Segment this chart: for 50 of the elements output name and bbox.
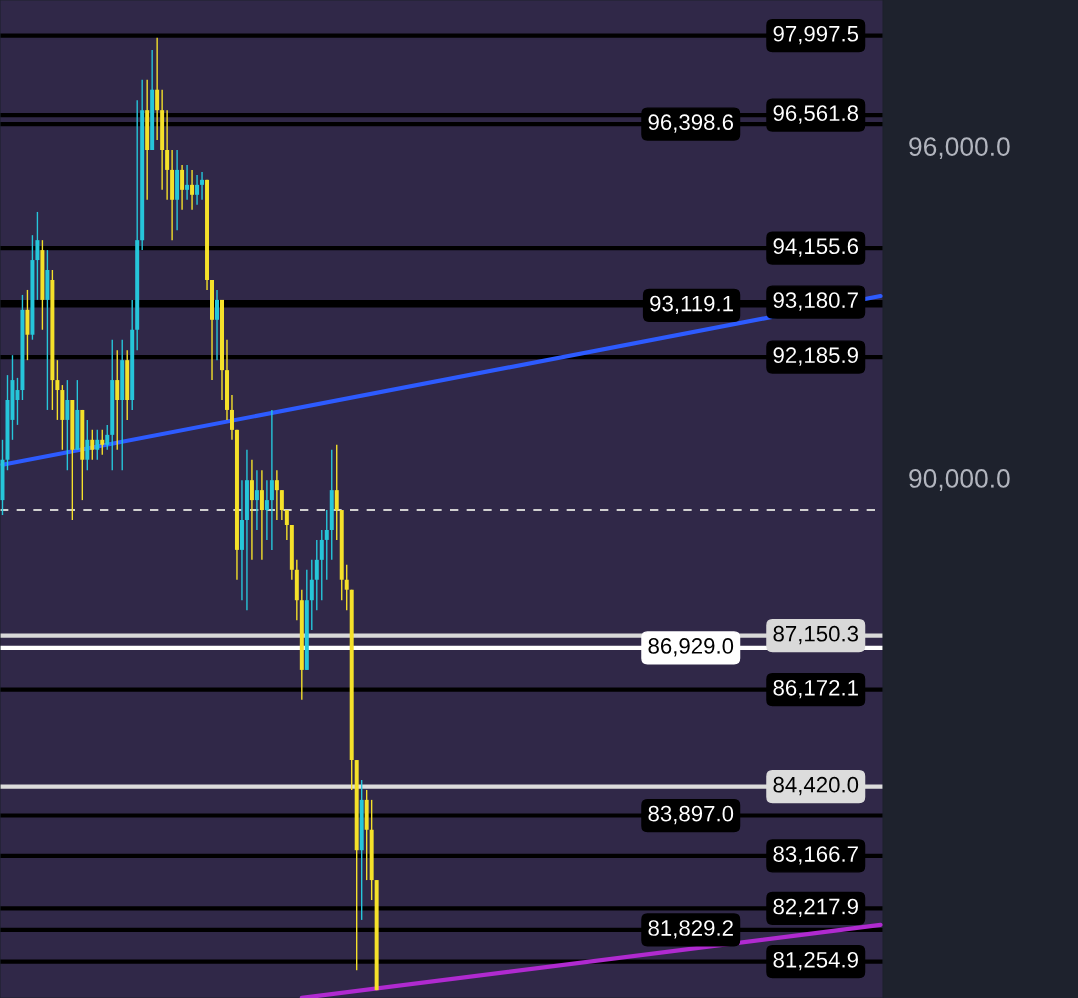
ref-line-label: 84,420.0 [773,776,859,796]
ref-line-label: 81,829.2 [648,920,733,939]
ref-line-label: 83,166.7 [773,846,858,865]
ref-line-label: 92,185.9 [773,347,858,366]
candlestick [165,109,170,201]
candlestick [100,429,105,456]
candlestick [279,489,284,521]
candlestick [55,359,60,421]
candlestick [35,211,40,301]
candlestick [215,289,219,361]
ref-line-label: 82,217.9 [773,898,858,917]
candlestick [180,164,185,211]
ref-line-label: 96,561.8 [773,105,859,124]
candlestick [200,171,205,201]
candlestick [195,174,200,206]
ref-line-label: 93,119.1 [650,295,733,315]
candlestick [95,429,100,461]
ref-line-label: 93,180.7 [773,292,858,311]
ref-line-label: 83,897.0 [648,805,734,825]
candlestick [249,459,254,561]
ref-line-label: 81,254.9 [773,951,858,971]
candlestick [309,559,314,631]
candlestick [85,419,90,471]
y-tick-label: 90,000.0 [909,469,1010,491]
candlestick [269,409,274,551]
candlestick [264,479,269,541]
candlestick [105,424,110,451]
ref-line-label: 86,929.0 [648,638,734,657]
candlestick [314,539,319,611]
candlestick [90,429,95,461]
ref-line-label: 87,150.3 [773,625,859,645]
candlestick [185,164,190,201]
candlestick [319,529,324,601]
candlestick [284,509,289,541]
candlestick [324,509,329,581]
candlestick [190,169,195,211]
candlestick [65,379,70,471]
candlestick [334,444,339,541]
candlestick [229,394,234,441]
ref-line-label: 96,398.6 [648,114,734,133]
ref-line-label: 97,997.5 [773,25,859,45]
candlestick [259,469,264,561]
candlestick [115,349,120,451]
y-tick-label: 96,000.0 [909,137,1010,160]
candlestick [254,469,259,531]
ref-line-label: 94,155.6 [773,238,859,257]
candlestick [274,469,279,521]
candlestick [155,37,160,141]
candlestick [344,564,349,611]
ref-line-label: 86,172.1 [773,679,858,699]
